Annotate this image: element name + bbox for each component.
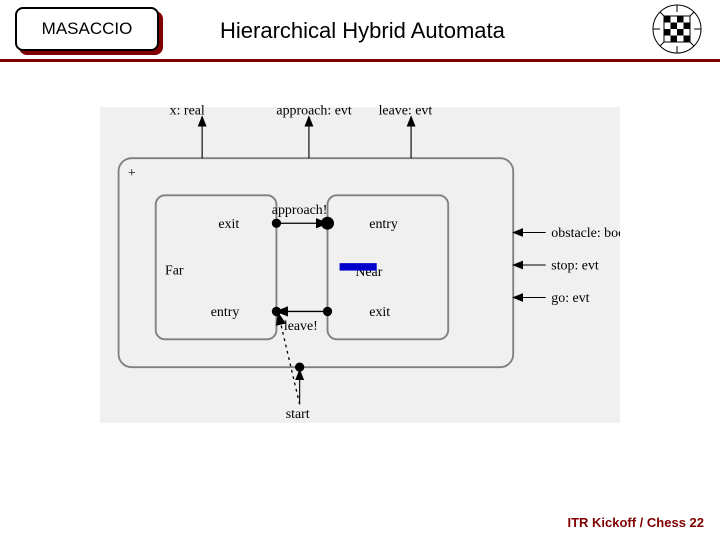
badge-label: MASACCIO <box>42 19 133 39</box>
page-title: Hierarchical Hybrid Automata <box>220 18 505 44</box>
far-entry-bot-dot <box>272 307 281 316</box>
top-port-label-0: x: real <box>170 104 205 119</box>
blue-accent <box>340 263 377 270</box>
right-port-label-1: stop: evt <box>551 259 599 274</box>
top-port-label-1: approach: evt <box>276 104 351 119</box>
far-entry-label: entry <box>211 305 240 320</box>
near-entry-top-dot <box>321 217 334 230</box>
near-entry-label: entry <box>369 217 398 232</box>
top-port-label-2: leave: evt <box>379 104 433 119</box>
near-exit-label: exit <box>369 305 390 320</box>
plus-label: + <box>128 166 136 181</box>
project-badge: MASACCIO <box>15 7 159 51</box>
far-label: Far <box>165 263 184 278</box>
start-label: start <box>286 407 310 422</box>
footer-text: ITR Kickoff / Chess 22 <box>567 515 704 530</box>
far-exit-top-dot <box>272 219 281 228</box>
automata-diagram: +FarNearx: realapproach: evtleave: evtob… <box>100 95 620 435</box>
right-port-label-2: go: evt <box>551 291 589 306</box>
right-port-label-0: obstacle: bool <box>551 226 620 241</box>
leave-label: leave! <box>284 319 318 334</box>
header-bar: MASACCIO Hierarchical Hybrid Automata <box>0 0 720 62</box>
far-exit-label: exit <box>218 217 239 232</box>
approach-label: approach! <box>272 203 328 218</box>
near-exit-bot-dot <box>323 307 332 316</box>
chess-logo <box>652 4 702 54</box>
